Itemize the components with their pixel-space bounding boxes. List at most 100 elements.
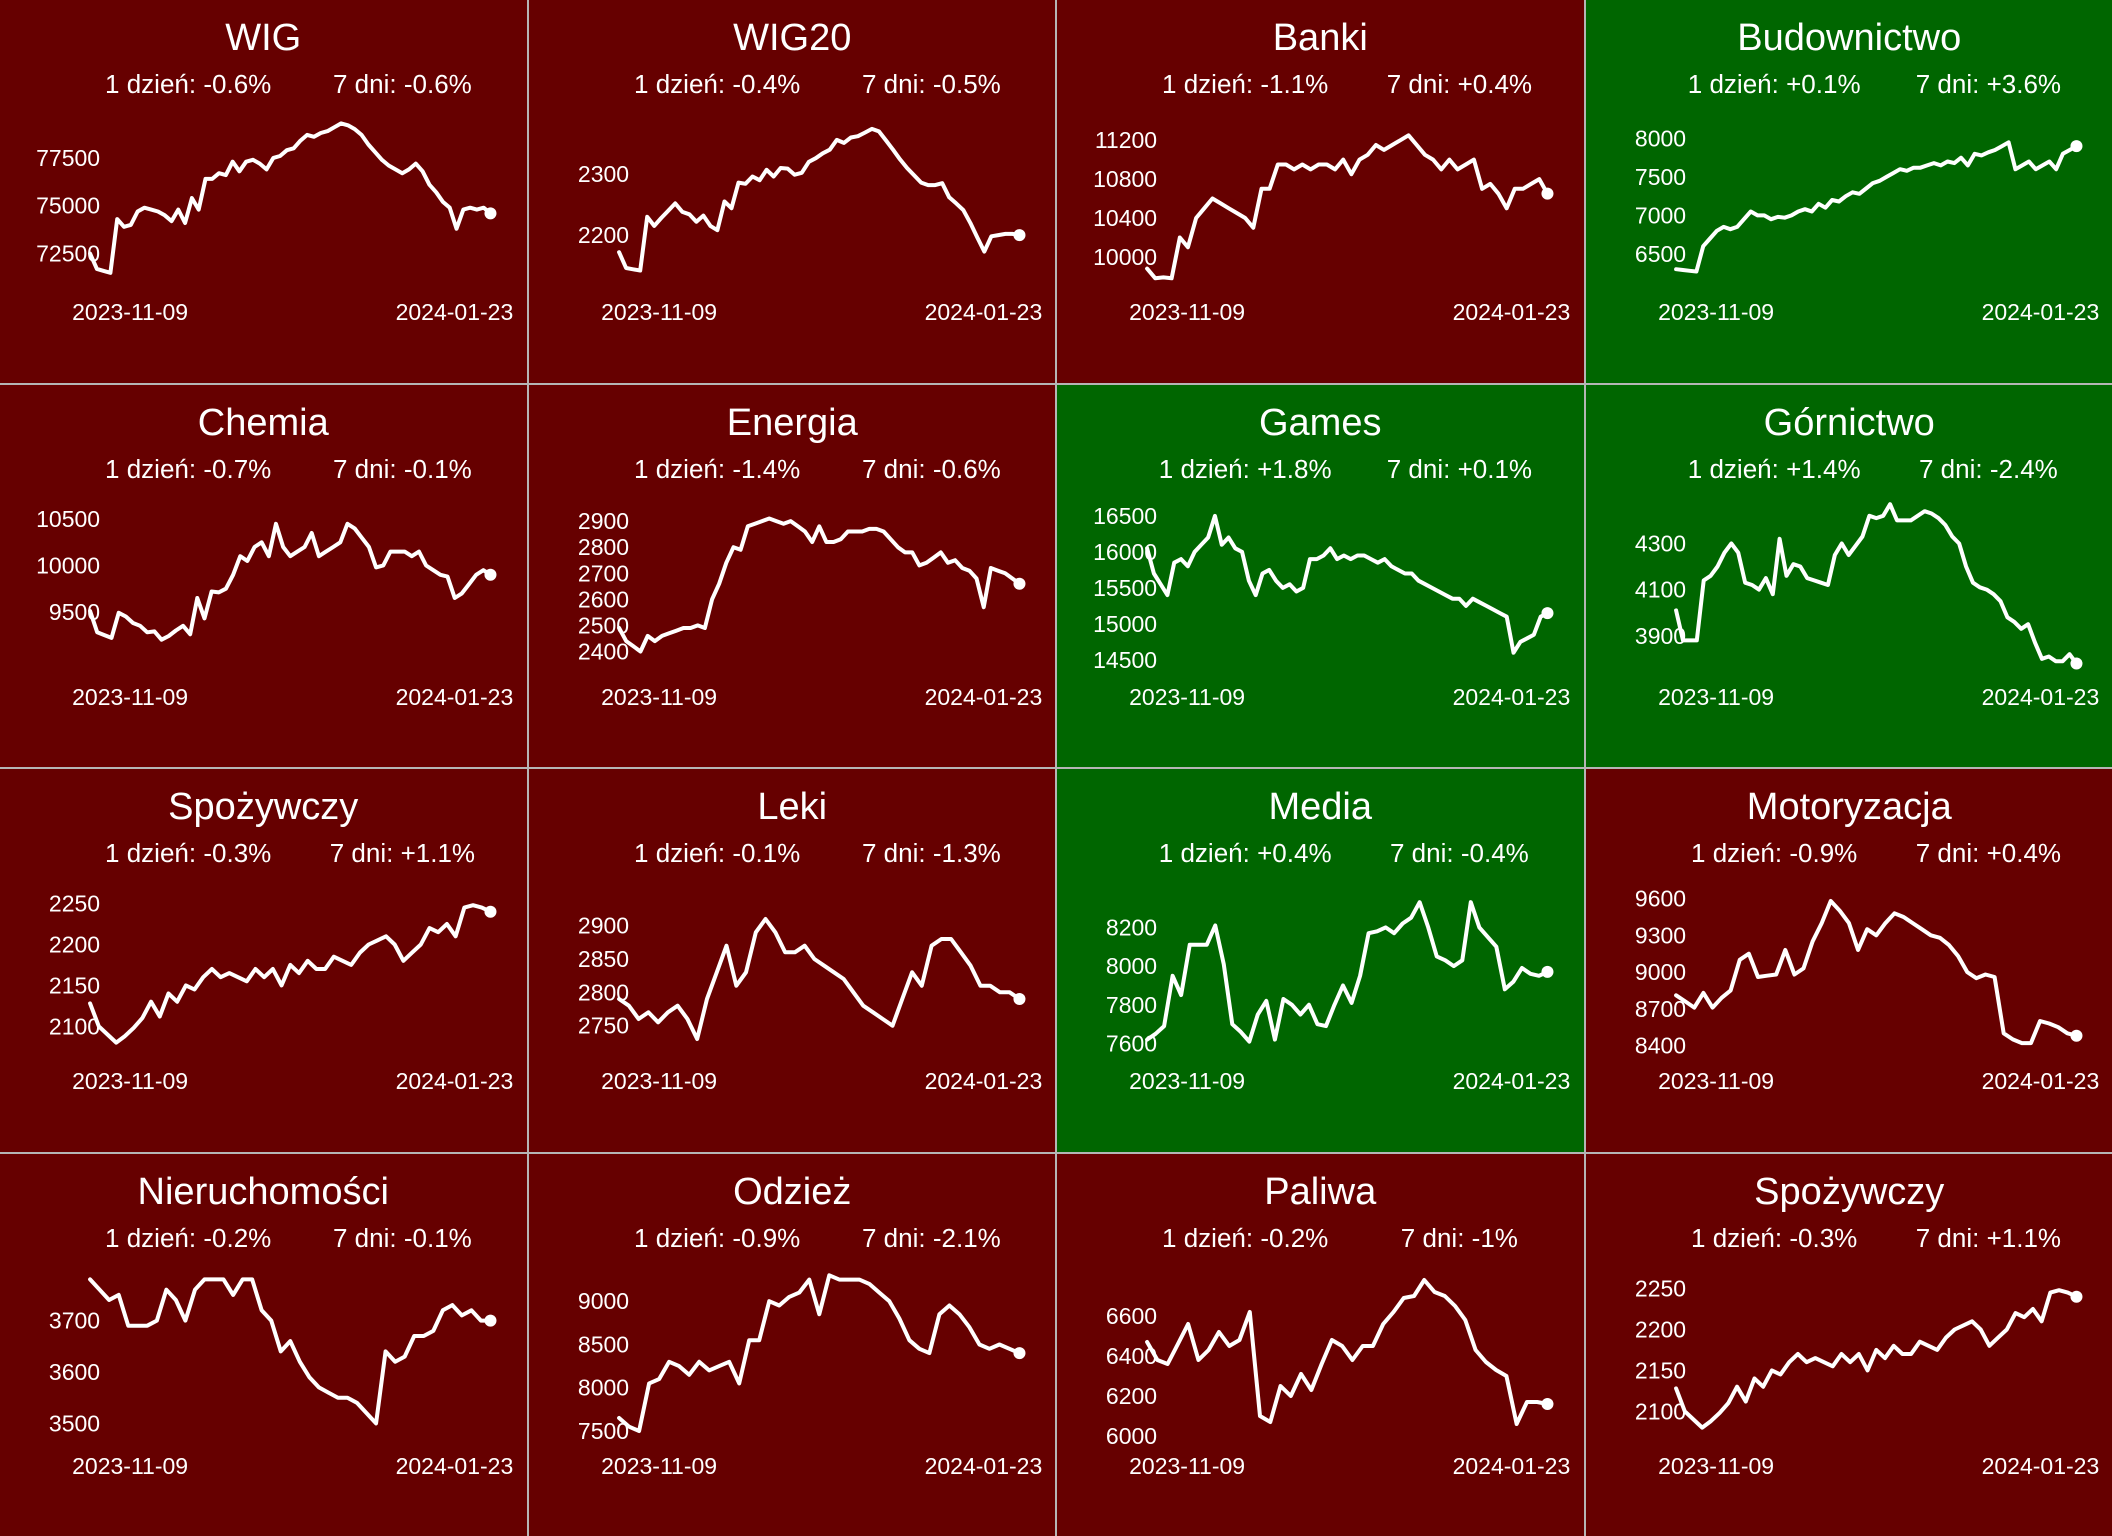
- x-start-label: 2023-11-09: [601, 1068, 717, 1094]
- last-value-marker: [484, 905, 497, 918]
- stat-7-days: 7 dni: -0.6%: [333, 69, 472, 99]
- stat-7-days: 7 dni: -2.4%: [1918, 454, 2057, 484]
- chart-title: Górnictwo: [1763, 402, 1934, 444]
- chart-title: Nieruchomości: [138, 1171, 389, 1213]
- chart-svg: Motoryzacja 1 dzień: -0.9% 7 dni: +0.4% 840…: [1634, 786, 2098, 1094]
- x-end-label: 2024-01-23: [1981, 299, 2099, 325]
- chart-title: Games: [1259, 402, 1382, 444]
- y-tick-label: 7600: [1106, 1031, 1157, 1057]
- stat-7-days: 7 dni: -0.1%: [333, 454, 472, 484]
- chart-panel: Games 1 dzień: +1.8% 7 dni: +0.1% 14500 1500…: [1057, 384, 1584, 767]
- x-start-label: 2023-11-09: [1658, 684, 1774, 710]
- y-tick-label: 2900: [577, 913, 628, 939]
- y-tick-label: 2100: [1634, 1398, 1685, 1424]
- y-tick-label: 3600: [49, 1359, 100, 1385]
- x-end-label: 2024-01-23: [1981, 684, 2099, 710]
- x-start-label: 2023-11-09: [601, 299, 717, 325]
- price-line: [1673, 140, 2078, 274]
- stat-7-days: 7 dni: +1.1%: [1915, 1223, 2060, 1253]
- chart-svg: Media 1 dzień: +0.4% 7 dni: -0.4% 7600 7800 8…: [1106, 786, 1571, 1094]
- y-tick-label: 2300: [577, 161, 628, 187]
- stat-7-days: 7 dni: +3.6%: [1915, 69, 2060, 99]
- y-tick-label: 14500: [1093, 646, 1157, 672]
- y-tick-label: 2200: [577, 222, 628, 248]
- chart-svg: Górnictwo 1 dzień: +1.4% 7 dni: -2.4% 3900 4…: [1634, 402, 2099, 710]
- y-tick-label: 2600: [577, 586, 628, 612]
- stat-7-days: 7 dni: -0.1%: [333, 1223, 472, 1253]
- y-tick-label: 2150: [49, 972, 100, 998]
- y-tick-label: 8000: [1106, 953, 1157, 979]
- y-tick-label: 2200: [1634, 1316, 1685, 1342]
- chart-svg: Games 1 dzień: +1.8% 7 dni: +0.1% 14500 1500…: [1093, 402, 1570, 710]
- y-tick-label: 4300: [1634, 530, 1685, 556]
- price-line: [1145, 133, 1550, 281]
- price-line: [616, 917, 1021, 1041]
- price-line: [88, 521, 493, 642]
- last-value-marker: [2069, 1290, 2082, 1303]
- y-tick-label: 8700: [1634, 996, 1685, 1022]
- y-tick-label: 9000: [577, 1288, 628, 1314]
- price-line: [1673, 501, 2078, 665]
- chart-title: Motoryzacja: [1746, 786, 1952, 828]
- stat-7-days: 7 dni: -0.4%: [1390, 838, 1529, 868]
- y-tick-label: 2750: [577, 1013, 628, 1039]
- last-value-marker: [2069, 656, 2082, 669]
- y-tick-label: 8000: [577, 1374, 628, 1400]
- last-value-marker: [1541, 187, 1554, 200]
- y-tick-label: 4100: [1634, 576, 1685, 602]
- y-tick-label: 6200: [1106, 1383, 1157, 1409]
- stat-1-day: 1 dzień: -0.4%: [634, 69, 800, 99]
- chart-title: WIG: [225, 17, 301, 59]
- y-tick-label: 6500: [1634, 241, 1685, 267]
- stat-1-day: 1 dzień: -1.1%: [1162, 69, 1328, 99]
- price-line: [88, 121, 493, 275]
- x-end-label: 2024-01-23: [924, 1068, 1042, 1094]
- price-line: [616, 1272, 1021, 1433]
- chart-title: Chemia: [198, 402, 330, 444]
- chart-panel: WIG20 1 dzień: -0.4% 7 dni: -0.5% 2200 2300 2…: [528, 0, 1055, 383]
- y-tick-label: 15500: [1093, 574, 1157, 600]
- chart-panel: Spożywczy 1 dzień: -0.3% 7 dni: +1.1% 2100 2…: [1585, 1153, 2112, 1536]
- stat-1-day: 1 dzień: -0.2%: [1162, 1223, 1328, 1253]
- last-value-marker: [1012, 993, 1025, 1005]
- stat-1-day: 1 dzień: -0.9%: [1691, 838, 1857, 868]
- chart-panel: Nieruchomości 1 dzień: -0.2% 7 dni: -0.1% 3…: [0, 1153, 527, 1536]
- stat-1-day: 1 dzień: -1.4%: [634, 454, 800, 484]
- y-tick-label: 15000: [1093, 610, 1157, 636]
- chart-title: Media: [1268, 786, 1372, 828]
- last-value-marker: [1541, 965, 1554, 978]
- chart-svg: Odzież 1 dzień: -0.9% 7 dni: -2.1% 7500 8000…: [577, 1171, 1041, 1479]
- y-tick-label: 3700: [49, 1307, 100, 1333]
- last-value-marker: [1541, 1397, 1554, 1410]
- y-tick-label: 3500: [49, 1410, 100, 1436]
- price-line: [616, 126, 1021, 273]
- last-value-marker: [1541, 606, 1554, 619]
- last-value-marker: [2069, 1029, 2082, 1042]
- chart-panel: Banki 1 dzień: -1.1% 7 dni: +0.4% 10000 1040…: [1057, 0, 1584, 383]
- stat-7-days: 7 dni: +0.4%: [1387, 69, 1532, 99]
- y-tick-label: 2250: [49, 891, 100, 917]
- x-start-label: 2023-11-09: [1129, 299, 1245, 325]
- y-tick-label: 7800: [1106, 992, 1157, 1018]
- y-tick-label: 8200: [1106, 914, 1157, 940]
- chart-title: Spożywczy: [1754, 1171, 1944, 1213]
- y-tick-label: 2200: [49, 931, 100, 957]
- y-tick-label: 7500: [577, 1418, 628, 1444]
- y-tick-label: 10800: [1093, 166, 1157, 192]
- chart-svg: Spożywczy 1 dzień: -0.3% 7 dni: +1.1% 2100 2…: [1634, 1171, 2098, 1479]
- stat-7-days: 7 dni: -1%: [1401, 1223, 1518, 1253]
- chart-panel: Leki 1 dzień: -0.1% 7 dni: -1.3% 2750 2800 28…: [528, 769, 1055, 1152]
- stat-7-days: 7 dni: +0.1%: [1387, 454, 1532, 484]
- x-start-label: 2023-11-09: [72, 1068, 188, 1094]
- x-end-label: 2024-01-23: [396, 1453, 514, 1479]
- y-tick-label: 2100: [49, 1013, 100, 1039]
- chart-panel: Paliwa 1 dzień: -0.2% 7 dni: -1% 6000 6200 64…: [1057, 1153, 1584, 1536]
- x-end-label: 2024-01-23: [924, 684, 1042, 710]
- x-start-label: 2023-11-09: [1129, 1068, 1245, 1094]
- x-end-label: 2024-01-23: [1453, 1068, 1571, 1094]
- stat-1-day: 1 dzień: -0.9%: [634, 1223, 800, 1253]
- x-end-label: 2024-01-23: [1453, 1453, 1571, 1479]
- x-start-label: 2023-11-09: [72, 684, 188, 710]
